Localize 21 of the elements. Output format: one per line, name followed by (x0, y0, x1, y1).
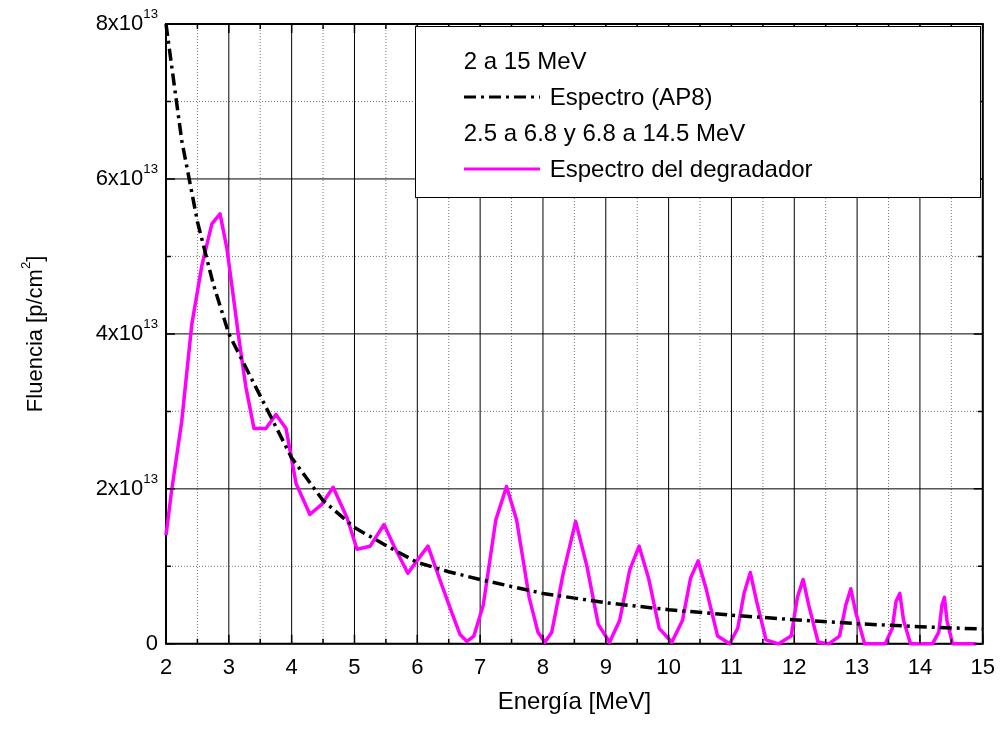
x-tick-label: 7 (474, 654, 487, 680)
x-tick-label: 2 (159, 654, 173, 680)
y-axis-title: Fluencia [p/cm2] (17, 255, 48, 413)
x-tick-label: 9 (599, 654, 612, 680)
x-tick-label: 3 (222, 654, 235, 680)
x-tick-label: 5 (348, 654, 361, 680)
x-tick-label: 4 (285, 654, 298, 680)
x-tick-label: 8 (536, 654, 550, 680)
x-axis-title: Energía [MeV] (497, 687, 652, 715)
legend-label: Espectro (AP8) (549, 83, 713, 111)
x-tick-label: 6 (411, 654, 424, 680)
y-tick-label: 0 (145, 629, 159, 655)
x-tick-label: 11 (720, 654, 743, 680)
x-tick-label: 14 (907, 654, 933, 680)
legend-title: 2 a 15 MeV (463, 46, 588, 76)
annotation: 2.5 a 6.8 y 6.8 a 14.5 MeV (463, 118, 747, 148)
x-tick-label: 12 (782, 654, 807, 680)
legend-label: Espectro del degradador (549, 155, 813, 183)
x-tick-label: 10 (656, 654, 681, 680)
x-tick-label: 15 (970, 654, 996, 680)
x-tick-label: 13 (844, 654, 870, 680)
